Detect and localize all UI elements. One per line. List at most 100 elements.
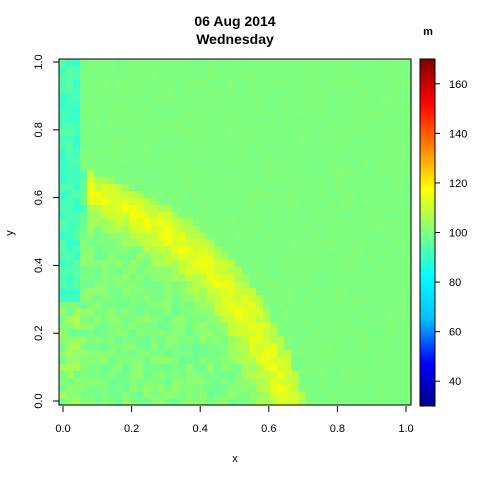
heatmap-cell (347, 197, 356, 205)
heatmap-cell (122, 259, 130, 268)
heatmap-cell (220, 204, 229, 212)
heatmap-cell (206, 308, 215, 316)
heatmap-cell (150, 128, 159, 136)
heatmap-cell (347, 148, 356, 157)
heatmap-cell (80, 197, 88, 205)
heatmap-cell (354, 176, 363, 185)
heatmap-cell (326, 183, 335, 192)
heatmap-cell (361, 114, 370, 122)
heatmap-cell (87, 301, 95, 309)
heatmap-cell (115, 211, 123, 219)
heatmap-cell (129, 100, 138, 109)
heatmap-cell (340, 308, 349, 316)
heatmap-cell (249, 148, 257, 157)
heatmap-cell (368, 142, 377, 150)
heatmap-cell (375, 135, 384, 143)
heatmap-cell (249, 100, 257, 109)
heatmap-cell (305, 342, 314, 351)
heatmap-cell (213, 59, 222, 67)
heatmap-cell (143, 280, 152, 288)
heatmap-cell (150, 86, 159, 95)
heatmap-cell (66, 238, 74, 247)
heatmap-cell (115, 363, 123, 371)
heatmap-cell (80, 121, 88, 129)
heatmap-cell (185, 252, 194, 261)
heatmap-cell (333, 79, 342, 88)
heatmap-cell (206, 197, 215, 205)
heatmap-cell (312, 225, 321, 233)
heatmap-cell (59, 162, 67, 171)
heatmap-cell (305, 377, 314, 385)
heatmap-cell (80, 86, 88, 95)
heatmap-cell (326, 135, 335, 143)
heatmap-cell (340, 245, 349, 254)
heatmap-cell (375, 107, 384, 115)
heatmap-cell (136, 342, 145, 351)
heatmap-cell (368, 315, 377, 323)
heatmap-cell (347, 100, 356, 109)
x-tick-label: 0.8 (330, 423, 345, 435)
heatmap-cell (206, 100, 215, 109)
heatmap-cell (368, 100, 377, 109)
heatmap-cell (227, 370, 236, 378)
heatmap-cell (263, 342, 271, 351)
heatmap-cell (291, 252, 299, 261)
heatmap-cell (164, 377, 173, 385)
heatmap-cell (291, 204, 299, 212)
heatmap-cell (220, 176, 229, 185)
heatmap-cell (368, 162, 377, 171)
heatmap-cell (87, 86, 95, 95)
heatmap-cell (284, 259, 292, 268)
heatmap-cell (242, 349, 250, 358)
heatmap-cell (66, 301, 74, 309)
heatmap-cell (192, 162, 201, 171)
heatmap-cell (347, 211, 356, 219)
heatmap-cell (73, 280, 81, 288)
heatmap-cell (368, 114, 377, 122)
heatmap-cell (206, 176, 215, 185)
heatmap-cell (150, 204, 159, 212)
heatmap-cell (143, 363, 152, 371)
heatmap-cell (192, 197, 201, 205)
heatmap-cell (354, 342, 363, 351)
heatmap-cell (403, 273, 412, 282)
heatmap-cell (382, 252, 391, 261)
heatmap-cell (143, 232, 152, 240)
heatmap-cell (87, 315, 95, 323)
heatmap-cell (150, 287, 159, 295)
heatmap-cell (340, 349, 349, 358)
heatmap-cell (213, 294, 222, 302)
heatmap-cell (375, 308, 384, 316)
heatmap-cell (94, 280, 102, 288)
heatmap-cell (361, 315, 370, 323)
heatmap-cell (178, 100, 187, 109)
colorbar-tick-label: 40 (449, 376, 461, 388)
heatmap-cell (312, 252, 321, 261)
heatmap-cell (59, 197, 67, 205)
heatmap-cell (235, 128, 243, 136)
heatmap-cell (375, 370, 384, 378)
heatmap-cell (129, 245, 138, 254)
heatmap-cell (249, 321, 257, 330)
heatmap-cell (178, 335, 187, 344)
heatmap-cell (298, 280, 306, 288)
heatmap-cell (227, 238, 236, 247)
heatmap-cell (326, 259, 335, 268)
heatmap-cell (122, 287, 130, 295)
heatmap-cell (340, 148, 349, 157)
heatmap-cell (94, 342, 102, 351)
heatmap-cell (291, 162, 299, 171)
heatmap-cell (340, 169, 349, 178)
heatmap-cell (249, 197, 257, 205)
heatmap-cell (136, 190, 145, 198)
heatmap-cell (284, 335, 292, 344)
heatmap-cell (115, 121, 123, 129)
heatmap-cell (403, 218, 412, 226)
heatmap-cell (284, 169, 292, 178)
heatmap-cell (157, 398, 166, 406)
heatmap-cell (242, 308, 250, 316)
heatmap-cell (192, 218, 201, 226)
heatmap-cell (136, 148, 145, 157)
heatmap-cell (73, 148, 81, 157)
heatmap-cell (185, 59, 194, 67)
